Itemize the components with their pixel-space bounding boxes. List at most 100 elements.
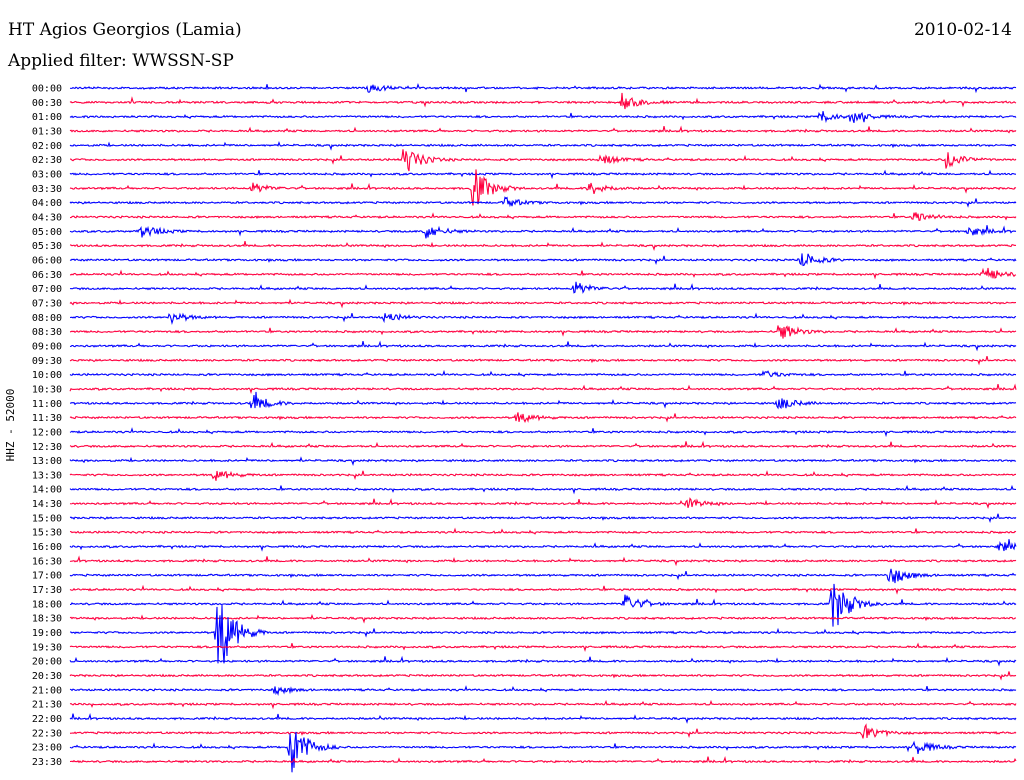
row-time-label: 05:00 [32,227,62,238]
seismic-trace-0000 [69,83,1017,94]
seismic-trace-2030 [69,671,1017,681]
seismic-trace-0700 [69,281,1017,294]
row-time-label: 07:00 [32,284,62,295]
seismic-trace-0530 [69,241,1017,252]
filter-label: Applied filter: WWSSN-SP [8,51,234,71]
seismic-trace-0800 [69,312,1017,326]
row-time-label: 19:30 [32,642,62,653]
row-time-label: 03:00 [32,169,62,180]
seismic-trace-1700 [69,568,1017,584]
seismic-trace-1800 [69,583,1017,627]
row-time-label: 02:30 [32,155,62,166]
row-time-label: 04:00 [32,198,62,209]
seismic-trace-1000 [69,369,1017,378]
seismic-trace-1100 [69,391,1017,410]
seismic-trace-1200 [69,427,1017,438]
row-time-label: 18:30 [32,614,62,625]
seismic-trace-0300 [69,169,1017,180]
row-time-label: 10:30 [32,384,62,395]
seismic-trace-0330 [69,169,1017,206]
row-time-label: 14:30 [32,499,62,510]
row-time-label: 04:30 [32,212,62,223]
seismic-trace-1230 [69,440,1017,449]
row-time-label: 12:00 [32,427,62,438]
seismic-trace-2100 [69,685,1017,696]
seismic-trace-0400 [69,196,1017,208]
seismic-trace-2230 [69,723,1017,739]
seismic-trace-1400 [69,484,1017,495]
row-time-label: 21:30 [32,700,62,711]
row-time-label: 17:30 [32,585,62,596]
seismic-trace-1130 [69,412,1017,423]
row-time-label: 22:00 [32,714,62,725]
row-time-label: 11:30 [32,413,62,424]
row-time-label: 02:00 [32,141,62,152]
row-time-label: 00:30 [32,98,62,109]
seismic-trace-1730 [69,584,1017,595]
seismic-trace-1600 [69,539,1017,552]
seismic-trace-1530 [69,527,1017,535]
seismic-trace-1430 [69,497,1017,509]
seismic-trace-0130 [69,125,1017,134]
row-time-label: 08:30 [32,327,62,338]
seismic-trace-1900 [69,604,1017,664]
row-time-label: 16:30 [32,556,62,567]
seismic-trace-1330 [69,470,1017,481]
row-time-label: 11:00 [32,399,62,410]
date-label: 2010-02-14 [913,20,1012,40]
y-axis-label: HHZ - 52000 [4,389,17,462]
seismic-trace-0930 [69,356,1017,366]
row-time-label: 13:00 [32,456,62,467]
row-time-label: 22:30 [32,728,62,739]
row-time-label: 20:30 [32,671,62,682]
seismic-trace-0630 [69,267,1017,280]
row-time-label: 12:30 [32,442,62,453]
seismic-trace-0100 [69,111,1017,124]
row-time-label: 07:30 [32,298,62,309]
seismic-trace-2130 [69,699,1017,710]
seismic-trace-1830 [69,613,1017,624]
seismic-trace-1500 [69,513,1017,523]
seismic-trace-0600 [69,253,1017,267]
row-time-label: 13:30 [32,470,62,481]
row-time-label: 18:00 [32,599,62,610]
row-time-label: 09:30 [32,356,62,367]
seismic-trace-1930 [69,642,1017,653]
seismic-trace-0900 [69,340,1017,352]
seismic-trace-0730 [69,298,1017,309]
row-time-label: 06:30 [32,270,62,281]
row-time-label: 15:00 [32,513,62,524]
seismic-trace-0230 [69,149,1017,172]
seismic-trace-0430 [69,212,1017,221]
row-time-label: 08:00 [32,313,62,324]
row-time-label: 19:00 [32,628,62,639]
seismic-trace-1030 [69,383,1017,395]
seismic-trace-2000 [69,655,1017,667]
row-time-label: 21:00 [32,685,62,696]
row-time-label: 15:30 [32,528,62,539]
seismic-trace-1630 [69,555,1017,567]
seismic-trace-0500 [69,225,1017,239]
row-time-label: 03:30 [32,184,62,195]
row-time-label: 17:00 [32,571,62,582]
seismic-trace-2330 [69,756,1017,764]
row-time-label: 06:00 [32,255,62,266]
seismic-trace-1300 [69,456,1017,466]
seismic-trace-0830 [69,325,1017,339]
station-title: HT Agios Georgios (Lamia) [8,20,242,40]
row-time-label: 00:00 [32,84,62,95]
row-time-label: 01:00 [32,112,62,123]
seismic-trace-2200 [69,713,1017,724]
row-time-label: 14:00 [32,485,62,496]
row-time-label: 09:00 [32,341,62,352]
row-time-label: 23:30 [32,757,62,768]
row-time-label: 16:00 [32,542,62,553]
seismic-trace-2300 [69,731,1017,773]
seismic-trace-0030 [69,92,1017,110]
row-time-label: 10:00 [32,370,62,381]
row-time-label: 01:30 [32,126,62,137]
row-time-label: 05:30 [32,241,62,252]
seismic-trace-0200 [69,141,1017,151]
row-time-label: 23:00 [32,743,62,754]
